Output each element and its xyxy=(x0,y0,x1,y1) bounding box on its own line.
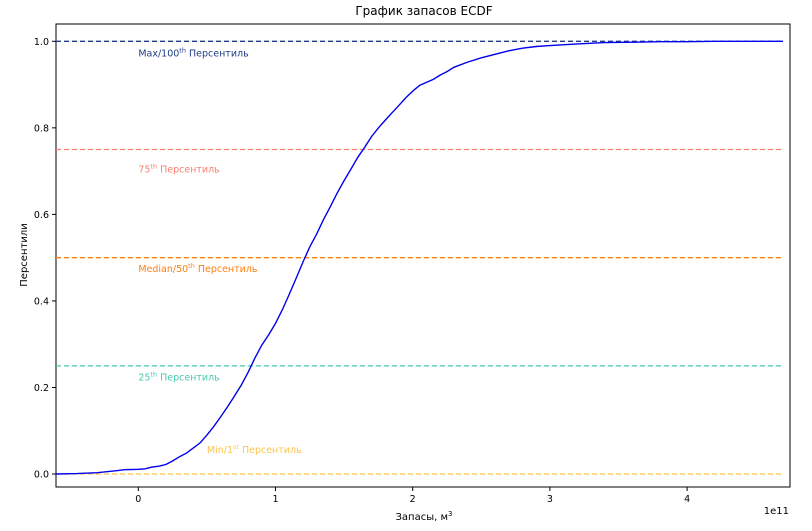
y-tick-label: 0.2 xyxy=(34,383,49,394)
percentile-label: 75th Персентиль xyxy=(138,162,220,175)
ecdf-series-line xyxy=(55,40,784,475)
x-tick-label: 4 xyxy=(684,494,690,505)
y-tick-label: 0.8 xyxy=(34,123,49,134)
y-axis-label: Персентили xyxy=(19,223,30,286)
percentile-lines: Max/100th Персентиль 75th Персентиль Media… xyxy=(56,40,784,475)
x-axis-label: Запасы, м3 xyxy=(396,510,453,523)
series-layer xyxy=(55,40,784,475)
y-tick-label: 0.0 xyxy=(34,470,49,481)
x-tick-label: 3 xyxy=(547,494,553,505)
x-tick-label: 1 xyxy=(272,494,278,505)
percentile-label: Max/100th Персентиль xyxy=(138,46,249,59)
y-tick-label: 1.0 xyxy=(34,37,49,48)
x-tick-label: 2 xyxy=(410,494,416,505)
y-tick-label: 0.4 xyxy=(34,296,49,307)
plot-frame xyxy=(55,23,791,488)
chart-title: График запасов ECDF xyxy=(355,4,492,18)
x-tick-label: 0 xyxy=(135,494,141,505)
percentile-label: Median/50th Персентиль xyxy=(138,262,258,275)
percentile-label: Min/1st Персентиль xyxy=(207,443,302,456)
y-tick-label: 0.6 xyxy=(34,210,49,221)
x-offset-label: 1e11 xyxy=(764,506,789,517)
y-axis-ticks: 0.0 0.2 0.4 0.6 0.8 1.0 xyxy=(34,37,56,481)
x-axis-ticks: 0 1 2 3 4 xyxy=(135,487,690,505)
percentile-label: 25th Персентиль xyxy=(138,371,220,384)
